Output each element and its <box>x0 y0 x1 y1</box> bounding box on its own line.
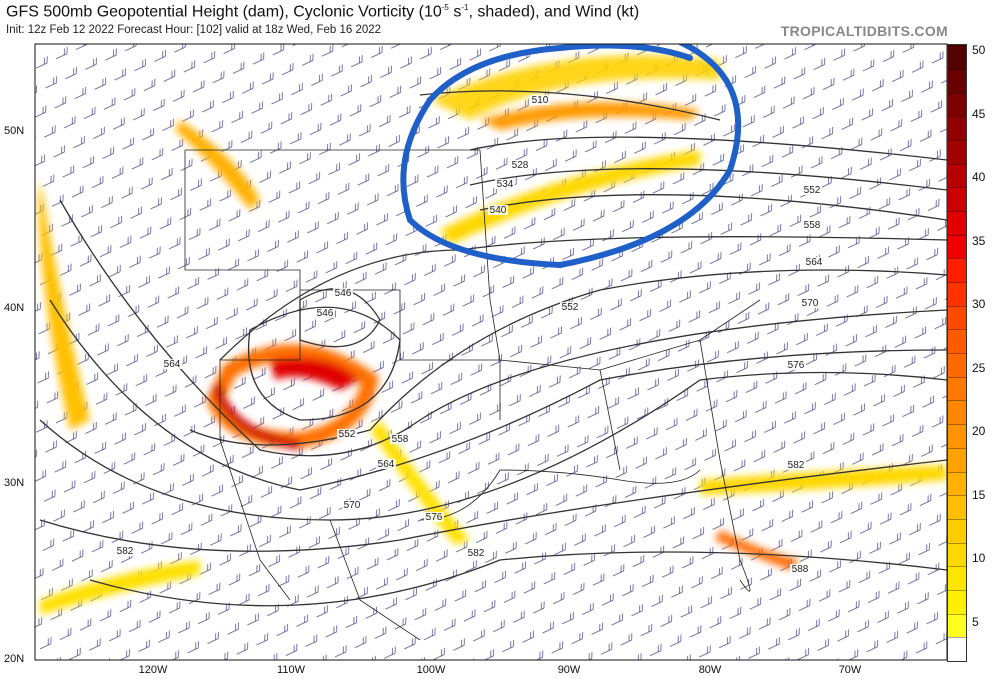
lat-label: 40N <box>4 302 25 314</box>
colorbar-step <box>948 495 966 519</box>
colorbar-step <box>948 282 966 306</box>
colorbar-step <box>948 68 966 93</box>
colorbar-step <box>948 637 966 661</box>
colorbar-tick: 5 <box>972 614 979 629</box>
contour-label: 546 <box>335 288 352 299</box>
colorbar-step <box>948 589 966 614</box>
colorbar-step <box>948 116 966 140</box>
lat-label: 50N <box>4 125 25 137</box>
colorbar-step <box>948 329 966 354</box>
colorbar-step <box>948 376 966 401</box>
contour-label: 534 <box>497 179 514 190</box>
colorbar-step <box>948 45 966 69</box>
colorbar <box>947 44 967 662</box>
contour-label: 552 <box>562 302 579 313</box>
annotation-circle <box>400 44 742 269</box>
colorbar-tick: 30 <box>972 297 986 312</box>
lon-label: 70W <box>838 664 862 676</box>
colorbar-step <box>948 542 966 567</box>
colorbar-step <box>948 305 966 330</box>
contour-label: 552 <box>804 185 821 196</box>
colorbar-step <box>948 613 966 638</box>
colorbar-tick: 15 <box>972 487 986 502</box>
colorbar-step <box>948 518 966 543</box>
colorbar-step <box>948 210 966 235</box>
colorbar-step <box>948 163 966 188</box>
colorbar-tick: 50 <box>972 43 986 57</box>
colorbar-tick: 20 <box>972 424 986 439</box>
map-title: GFS 500mb Geopotential Height (dam), Cyc… <box>6 3 640 21</box>
contour-label: 564 <box>806 257 823 268</box>
contour-label: 564 <box>164 359 181 370</box>
colorbar-tick: 10 <box>972 551 986 566</box>
contour-label: 558 <box>804 220 821 231</box>
contour-label: 540 <box>490 205 507 216</box>
lat-label: 30N <box>4 477 25 489</box>
contour-label: 552 <box>339 429 356 440</box>
contour-label: 582 <box>788 460 805 471</box>
colorbar-tick: 40 <box>972 170 986 185</box>
colorbar-step <box>948 187 966 211</box>
colorbar-step <box>948 234 966 259</box>
height-contours <box>39 90 947 607</box>
colorbar-step <box>948 353 966 377</box>
contour-label: 546 <box>317 308 334 319</box>
lon-label: 80W <box>698 664 722 676</box>
lon-label: 100W <box>416 664 446 676</box>
contour-label: 588 <box>792 564 809 575</box>
lon-label: 120W <box>138 664 168 676</box>
map-subtitle: Init: 12z Feb 12 2022 Forecast Hour: [10… <box>6 24 382 36</box>
colorbar-step <box>948 400 966 425</box>
political-borders <box>184 149 761 641</box>
colorbar-step <box>948 424 966 448</box>
colorbar-tick: 25 <box>972 360 986 375</box>
vorticity-shading <box>38 55 947 615</box>
lat-label: 20N <box>4 653 25 665</box>
contour-label: 582 <box>468 548 485 559</box>
colorbar-step <box>948 471 966 496</box>
colorbar-tick: 45 <box>972 106 986 121</box>
colorbar-step <box>948 92 966 117</box>
lon-label: 110W <box>277 664 305 676</box>
contour-label: 570 <box>344 500 361 511</box>
colorbar-step <box>948 447 966 472</box>
contour-label: 510 <box>532 95 549 106</box>
contour-label: 576 <box>788 360 805 371</box>
colorbar-step <box>948 566 966 590</box>
brand-watermark: TROPICALTIDBITS.COM <box>780 23 948 39</box>
lon-label: 90W <box>557 664 581 676</box>
colorbar-step <box>948 258 966 282</box>
contour-label: 582 <box>117 546 134 557</box>
contour-label: 558 <box>392 434 409 445</box>
contour-label: 570 <box>802 298 819 309</box>
colorbar-step <box>948 139 966 164</box>
wind-barbs <box>35 44 947 660</box>
colorbar-tick: 35 <box>972 233 986 248</box>
contour-label: 576 <box>426 512 443 523</box>
contour-label: 528 <box>512 160 529 171</box>
contour-label: 564 <box>378 459 395 470</box>
